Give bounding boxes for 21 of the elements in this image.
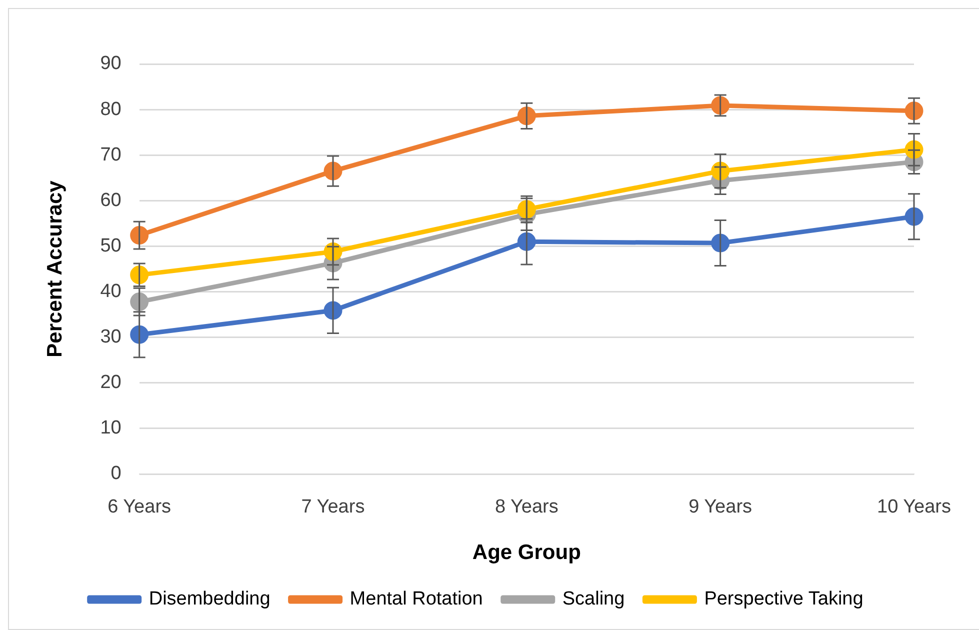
y-tick-label: 30 [100,326,122,348]
y-tick-label: 10 [100,418,122,439]
legend-label: Perspective Taking [704,588,864,610]
y-tick-label: 40 [100,281,122,302]
legend-label: Disembedding [148,588,270,610]
y-tick-label: 90 [100,53,122,74]
x-tick-label: 6 Years [108,496,172,518]
y-tick-label: 70 [100,144,122,166]
x-tick-label: 8 Years [494,496,558,518]
y-axis-title: Percent Accuracy [43,180,66,358]
x-tick-label: 9 Years [688,496,752,518]
y-tick-label: 20 [100,372,122,394]
y-tick-label: 0 [110,463,122,484]
x-tick-label: 10 Years [877,496,951,518]
legend-label: Mental Rotation [350,588,483,610]
y-tick-label: 80 [100,98,122,120]
x-tick-label: 7 Years [301,496,365,518]
legend-label: Scaling [562,588,625,610]
y-tick-label: 50 [100,235,122,256]
y-tick-label: 60 [100,190,122,211]
x-axis-title: Age Group [472,541,581,564]
